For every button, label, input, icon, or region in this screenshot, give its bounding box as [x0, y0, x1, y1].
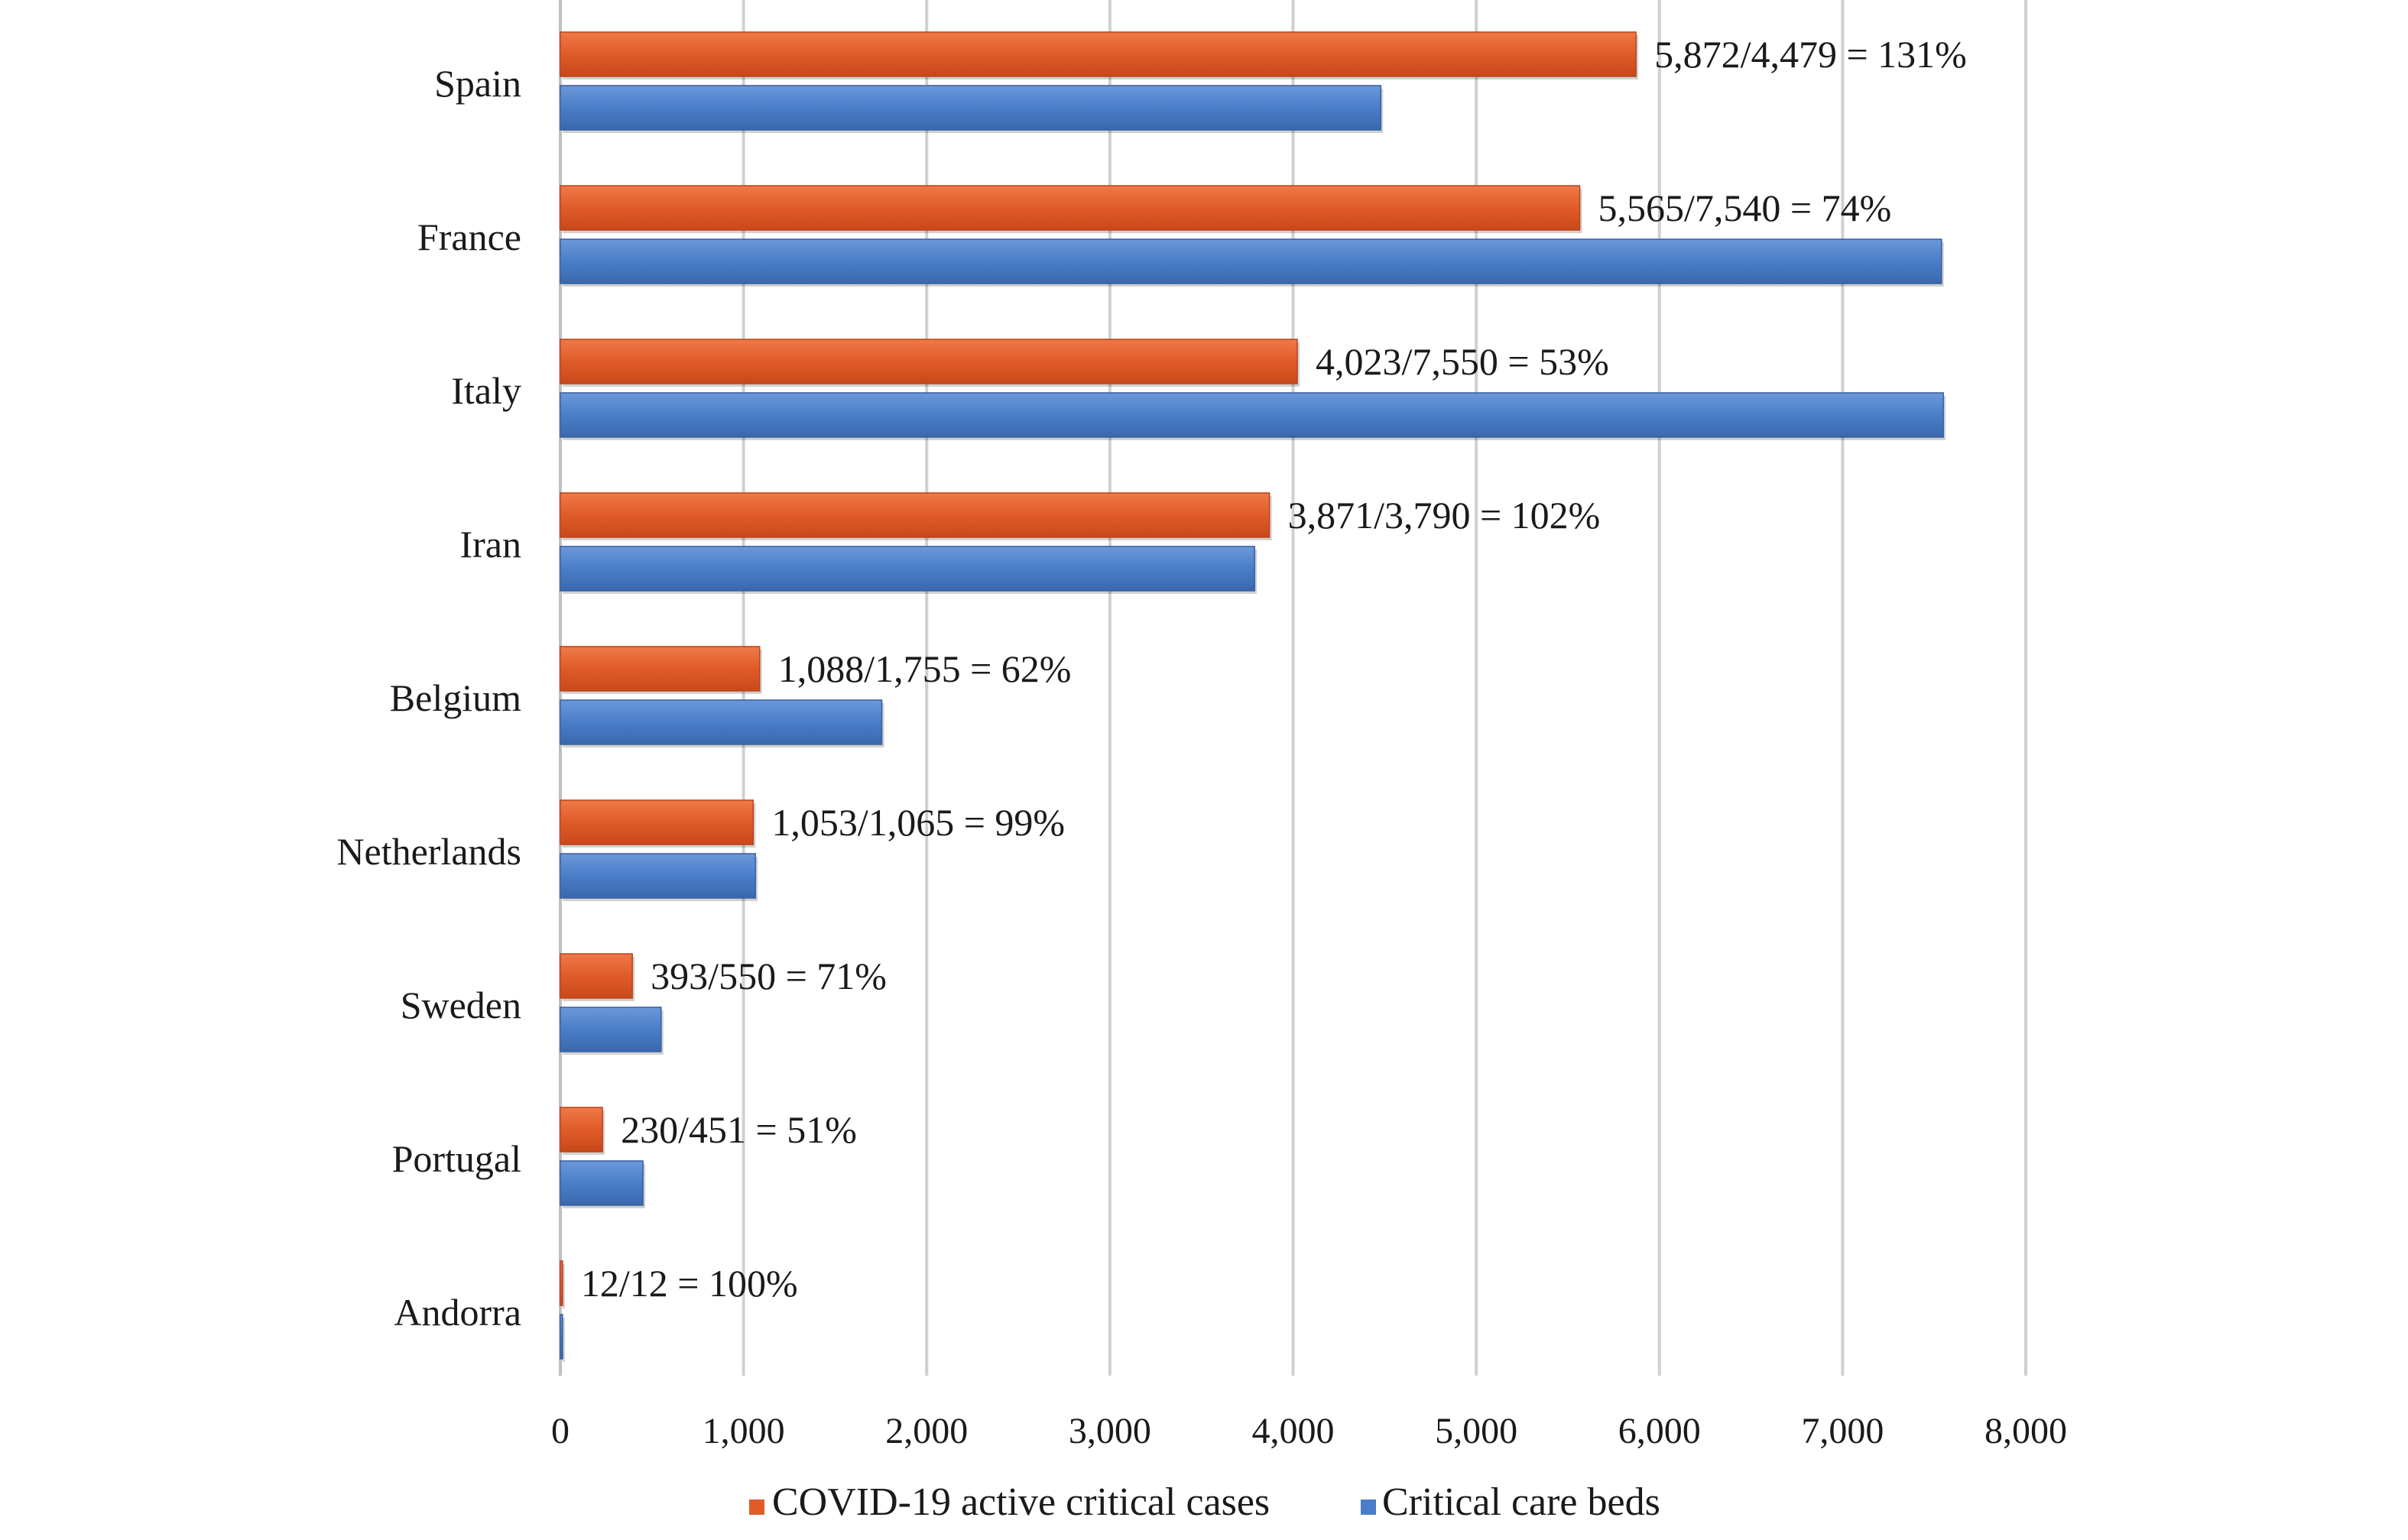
category-label: Netherlands	[336, 830, 521, 873]
x-tick-label: 6,000	[1618, 1411, 1701, 1451]
category-label: Spain	[434, 62, 521, 105]
legend-swatch-beds	[1361, 1499, 1376, 1515]
data-label: 230/451 = 51%	[621, 1108, 857, 1151]
bar-covid-critical-cases	[560, 953, 633, 999]
bar-covid-critical-cases	[560, 339, 1298, 384]
bar-critical-care-beds	[560, 1314, 563, 1360]
x-tick-label: 2,000	[885, 1411, 968, 1451]
data-label: 5,872/4,479 = 131%	[1654, 33, 1967, 76]
legend: COVID-19 active critical cases Critical c…	[749, 1480, 1660, 1524]
bar-covid-critical-cases	[560, 1260, 563, 1306]
x-axis-ticks: 0 1,000 2,000 3,000 4,000 5,000 6,000 7,000 8,00…	[551, 1411, 2067, 1451]
data-label: 5,565/7,540 = 74%	[1598, 186, 1892, 229]
category-label: Andorra	[394, 1291, 521, 1334]
bar-shadow	[563, 1264, 565, 1308]
bar-critical-care-beds	[560, 853, 756, 899]
bar-covid-critical-cases	[560, 799, 755, 845]
category-label: Belgium	[390, 676, 521, 719]
x-tick-label: 7,000	[1801, 1411, 1884, 1451]
x-tick-label: 0	[551, 1411, 570, 1451]
data-label: 3,871/3,790 = 102%	[1288, 494, 1601, 537]
x-tick-label: 4,000	[1252, 1411, 1335, 1451]
bar-covid-critical-cases	[560, 646, 761, 692]
category-label: Iran	[460, 523, 522, 566]
data-label: 393/550 = 71%	[651, 955, 887, 997]
bar-covid-critical-cases	[560, 492, 1271, 538]
x-tick-label: 8,000	[1984, 1411, 2067, 1451]
bar-critical-care-beds	[560, 392, 1944, 438]
bar-covid-critical-cases	[560, 31, 1637, 77]
category-labels: Spain France Italy Iran Belgium Netherlands Sw…	[336, 62, 521, 1334]
bar-shadow	[563, 1318, 565, 1362]
data-label: 1,088/1,755 = 62%	[778, 647, 1072, 690]
legend-label: Critical care beds	[1382, 1480, 1660, 1524]
legend-swatch-covid	[749, 1499, 764, 1515]
bar-critical-care-beds	[560, 546, 1255, 592]
bar-critical-care-beds	[560, 1007, 662, 1052]
bar-critical-care-beds	[560, 85, 1382, 131]
data-label: 12/12 = 100%	[581, 1262, 798, 1305]
bar-covid-critical-cases	[560, 1107, 603, 1153]
x-tick-label: 5,000	[1435, 1411, 1517, 1451]
x-tick-label: 3,000	[1069, 1411, 1151, 1451]
category-label: France	[417, 216, 521, 258]
x-tick-label: 1,000	[703, 1411, 785, 1451]
bar-critical-care-beds	[560, 1160, 644, 1206]
bars	[560, 31, 1946, 1362]
bar-critical-care-beds	[560, 699, 883, 745]
category-label: Sweden	[401, 984, 521, 1026]
legend-label: COVID-19 active critical cases	[772, 1480, 1270, 1524]
bar-covid-critical-cases	[560, 185, 1581, 231]
data-label: 4,023/7,550 = 53%	[1316, 340, 1609, 383]
category-label: Italy	[451, 369, 521, 412]
data-labels: 5,872/4,479 = 131% 5,565/7,540 = 74% 4,023…	[581, 33, 1967, 1305]
data-label: 1,053/1,065 = 99%	[771, 801, 1065, 844]
category-label: Portugal	[392, 1137, 521, 1180]
bar-critical-care-beds	[560, 238, 1942, 284]
